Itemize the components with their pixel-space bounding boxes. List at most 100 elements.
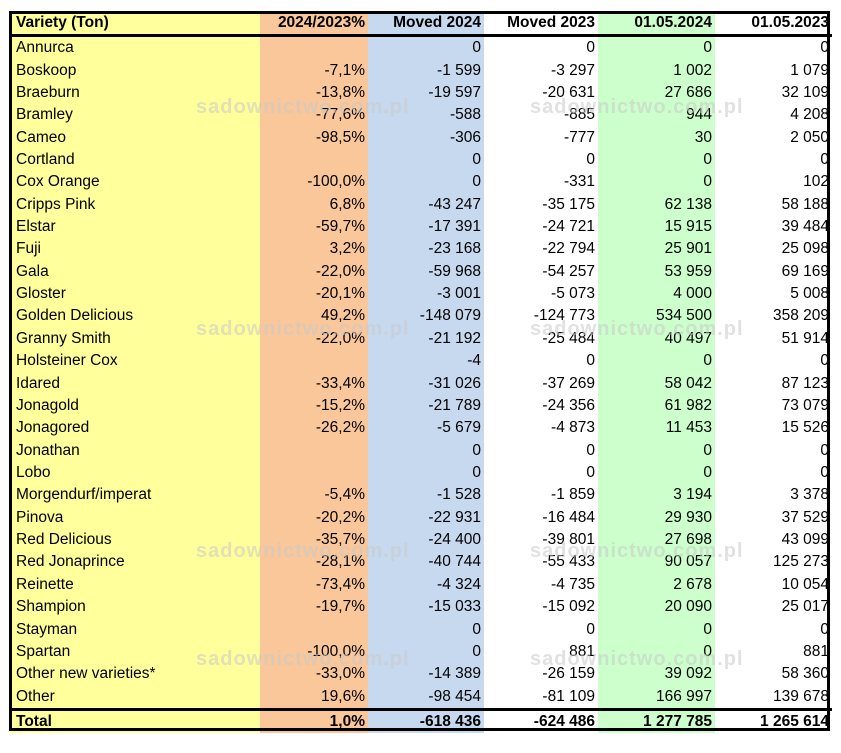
cell-variety: Pinova <box>10 506 260 529</box>
cell-stock-2023: 25 098 <box>715 238 832 261</box>
cell-change-percent: -73,4% <box>260 573 368 596</box>
cell-variety: Braeburn <box>10 81 260 105</box>
cell-moved-2023: -777 <box>484 126 598 149</box>
cell-moved-2024: -43 247 <box>368 193 484 216</box>
cell-moved-2024: -31 026 <box>368 372 484 395</box>
table-row: Annurca 0 0 0 0 <box>10 35 832 60</box>
table-row: Shampion -19,7% -15 033 -15 092 20 090 25 017 <box>10 595 832 619</box>
table-row: Bramley -77,6% -588 -885 944 4 208 <box>10 104 832 127</box>
cell-stock-2023: 5 008 <box>715 282 832 306</box>
cell-moved-2024: -588 <box>368 104 484 127</box>
cell-stock-2024: 2 678 <box>598 573 715 596</box>
cell-stock-2023: 25 017 <box>715 595 832 619</box>
table-row: Gala -22,0% -59 968 -54 257 53 959 69 169 <box>10 260 832 283</box>
cell-moved-2023: 0 <box>484 350 598 373</box>
cell-moved-2023: 881 <box>484 640 598 664</box>
cell-stock-2024: 15 915 <box>598 215 715 239</box>
cell-stock-2023: 58 360 <box>715 663 832 686</box>
table-row: Jonagold -15,2% -21 789 -24 356 61 982 73 079 <box>10 394 832 418</box>
cell-variety: Other new varieties* <box>10 663 260 686</box>
total-label: Total <box>10 707 260 734</box>
table-row: Jonagored -26,2% -5 679 -4 873 11 453 15 526 <box>10 417 832 440</box>
cell-stock-2023: 0 <box>715 618 832 641</box>
cell-moved-2023: -885 <box>484 104 598 127</box>
cell-change-percent: -100,0% <box>260 640 368 664</box>
table-row: Jonathan 0 0 0 0 <box>10 439 832 462</box>
cell-change-percent: 49,2% <box>260 305 368 328</box>
cell-stock-2023: 125 273 <box>715 551 832 574</box>
cell-moved-2024: -17 391 <box>368 215 484 239</box>
cell-stock-2023: 32 109 <box>715 81 832 105</box>
cell-variety: Elstar <box>10 215 260 239</box>
cell-moved-2024: -24 400 <box>368 528 484 552</box>
cell-stock-2023: 0 <box>715 148 832 172</box>
table-row: Red Jonaprince -28,1% -40 744 -55 433 90 057… <box>10 551 832 574</box>
header-variety: Variety (Ton) <box>10 12 260 37</box>
cell-moved-2023: -37 269 <box>484 372 598 395</box>
cell-change-percent: -33,0% <box>260 663 368 686</box>
cell-variety: Golden Delicious <box>10 305 260 328</box>
cell-change-percent: -7,1% <box>260 59 368 82</box>
cell-stock-2023: 881 <box>715 640 832 664</box>
cell-stock-2024: 20 090 <box>598 595 715 619</box>
cell-change-percent: 6,8% <box>260 193 368 216</box>
cell-moved-2023: -1 859 <box>484 484 598 507</box>
table-row: Pinova -20,2% -22 931 -16 484 29 930 37 529 <box>10 506 832 529</box>
cell-moved-2024: -22 931 <box>368 506 484 529</box>
cell-stock-2023: 358 209 <box>715 305 832 328</box>
cell-stock-2024: 0 <box>598 439 715 462</box>
header-moved-2024: Moved 2024 <box>368 12 484 37</box>
cell-moved-2024: -1 599 <box>368 59 484 82</box>
table-row: Reinette -73,4% -4 324 -4 735 2 678 10 054 <box>10 573 832 596</box>
cell-stock-2024: 4 000 <box>598 282 715 306</box>
cell-stock-2024: 62 138 <box>598 193 715 216</box>
cell-moved-2024: -40 744 <box>368 551 484 574</box>
total-moved-2024: -618 436 <box>368 707 484 734</box>
cell-stock-2023: 43 099 <box>715 528 832 552</box>
cell-stock-2024: 30 <box>598 126 715 149</box>
cell-change-percent: -98,5% <box>260 126 368 149</box>
table-row: Idared -33,4% -31 026 -37 269 58 042 87 123 <box>10 372 832 395</box>
cell-stock-2023: 0 <box>715 439 832 462</box>
cell-moved-2024: -1 528 <box>368 484 484 507</box>
cell-stock-2024: 40 497 <box>598 327 715 351</box>
cell-change-percent: -35,7% <box>260 528 368 552</box>
cell-moved-2024: 0 <box>368 148 484 172</box>
table-row: Lobo 0 0 0 0 <box>10 461 832 485</box>
cell-stock-2023: 0 <box>715 461 832 485</box>
table-row: Elstar -59,7% -17 391 -24 721 15 915 39 484 <box>10 215 832 239</box>
cell-stock-2024: 0 <box>598 171 715 194</box>
cell-stock-2023: 2 050 <box>715 126 832 149</box>
table-row: Other new varieties* -33,0% -14 389 -26 159… <box>10 663 832 686</box>
cell-change-percent: -22,0% <box>260 327 368 351</box>
cell-moved-2024: 0 <box>368 35 484 60</box>
cell-variety: Gala <box>10 260 260 283</box>
cell-moved-2024: -15 033 <box>368 595 484 619</box>
cell-moved-2023: -4 735 <box>484 573 598 596</box>
cell-stock-2024: 0 <box>598 148 715 172</box>
cell-moved-2024: -148 079 <box>368 305 484 328</box>
cell-moved-2023: -20 631 <box>484 81 598 105</box>
cell-variety: Reinette <box>10 573 260 596</box>
cell-moved-2024: -59 968 <box>368 260 484 283</box>
cell-moved-2023: -15 092 <box>484 595 598 619</box>
cell-stock-2024: 944 <box>598 104 715 127</box>
cell-moved-2024: -21 192 <box>368 327 484 351</box>
cell-change-percent: -33,4% <box>260 372 368 395</box>
cell-change-percent <box>260 618 368 641</box>
cell-variety: Fuji <box>10 238 260 261</box>
cell-moved-2023: -35 175 <box>484 193 598 216</box>
table-row: Fuji 3,2% -23 168 -22 794 25 901 25 098 <box>10 238 832 261</box>
cell-variety: Cripps Pink <box>10 193 260 216</box>
cell-stock-2024: 11 453 <box>598 417 715 440</box>
cell-change-percent <box>260 35 368 60</box>
cell-stock-2024: 0 <box>598 35 715 60</box>
cell-stock-2024: 0 <box>598 461 715 485</box>
cell-variety: Bramley <box>10 104 260 127</box>
cell-variety: Jonagored <box>10 417 260 440</box>
cell-stock-2024: 534 500 <box>598 305 715 328</box>
cell-stock-2024: 27 686 <box>598 81 715 105</box>
cell-stock-2023: 69 169 <box>715 260 832 283</box>
cell-stock-2024: 27 698 <box>598 528 715 552</box>
cell-change-percent: -20,2% <box>260 506 368 529</box>
